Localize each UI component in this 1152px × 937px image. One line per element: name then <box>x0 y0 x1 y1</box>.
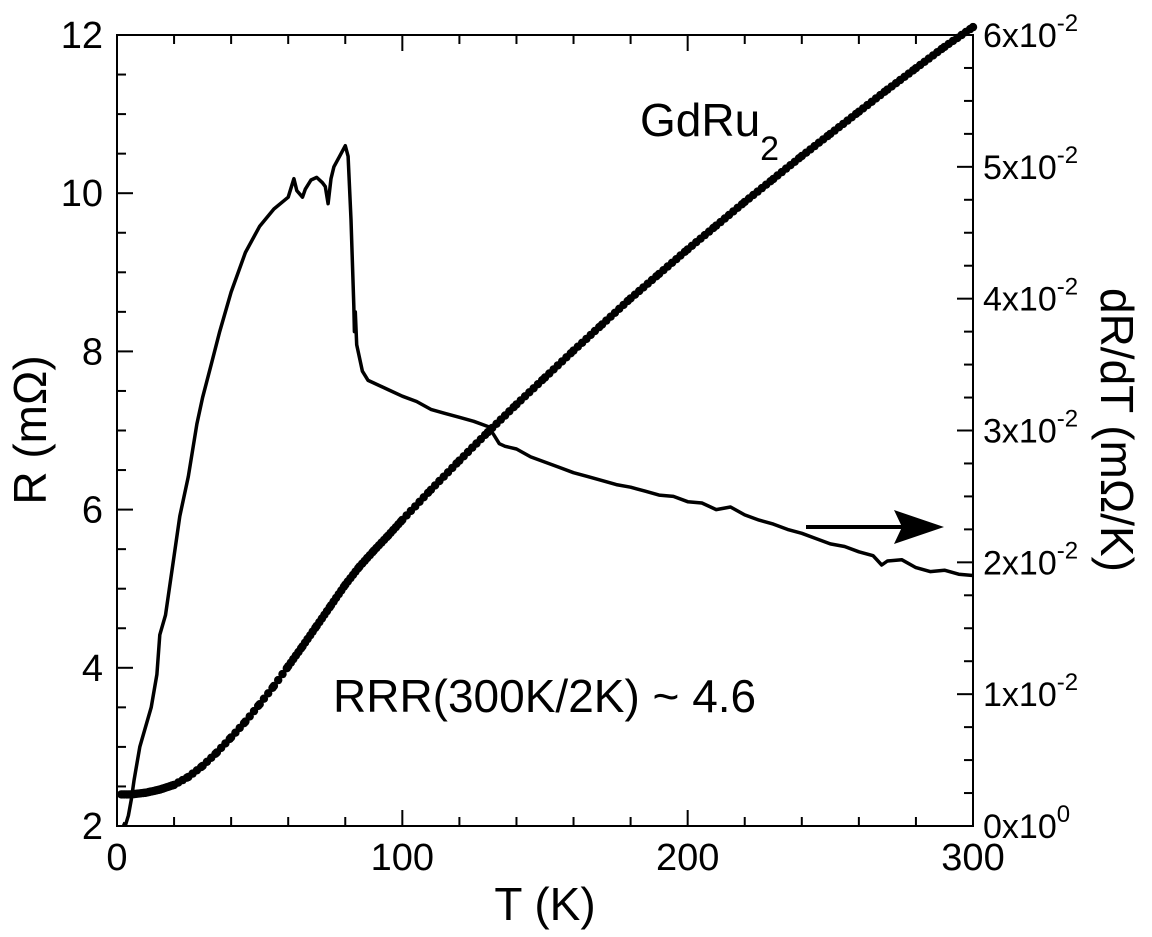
x-tick-label: 300 <box>941 837 1004 879</box>
data-point <box>278 669 287 679</box>
x-tick-label: 200 <box>656 837 719 879</box>
resistance-series-markers <box>117 22 978 799</box>
y-tick-label: 12 <box>61 15 103 57</box>
rrr-label: RRR(300K/2K) ~ 4.6 <box>333 670 756 722</box>
data-point <box>269 681 279 691</box>
y-tick-label: 8 <box>82 331 103 373</box>
x-tick-label: 100 <box>371 837 434 879</box>
y2-tick-label: 0x100 <box>983 801 1070 846</box>
y-tick-label: 4 <box>82 648 103 690</box>
data-point <box>968 22 978 32</box>
y2-tick-label: 5x10-2 <box>983 142 1078 187</box>
y-tick-label: 10 <box>61 173 103 215</box>
y-axis-label: R (mΩ) <box>4 355 56 504</box>
x-tick-label: 0 <box>106 837 127 879</box>
y2-tick-label: 6x10-2 <box>983 10 1078 55</box>
y2-tick-label: 2x10-2 <box>983 537 1078 582</box>
y-tick-label: 6 <box>82 490 103 532</box>
compound-subscript: 2 <box>760 130 779 168</box>
axis-ticks <box>116 34 974 827</box>
x-axis-label: T (K) <box>494 878 595 930</box>
drdt-series-line <box>121 143 974 827</box>
compound-label: GdRu2 <box>640 94 779 168</box>
annotations: GdRu2 RRR(300K/2K) ~ 4.6 <box>333 94 944 722</box>
y2-tick-label: 1x10-2 <box>983 669 1078 714</box>
right-axis-arrow <box>806 510 944 544</box>
compound-text: GdRu <box>640 94 760 146</box>
y2-tick-label: 4x10-2 <box>983 274 1078 319</box>
y2-tick-label: 3x10-2 <box>983 406 1078 451</box>
y2-axis-label: dR/dT (mΩ/K) <box>1091 288 1143 572</box>
arrow-head <box>894 510 944 544</box>
series-line-path <box>121 143 974 827</box>
axis-tick-labels: 0 100 200 300 2 4 6 8 10 12 0x100 1x10-2 2x10-2 3x10-… <box>61 10 1078 879</box>
y-tick-label: 2 <box>82 806 103 848</box>
data-point <box>274 675 283 685</box>
